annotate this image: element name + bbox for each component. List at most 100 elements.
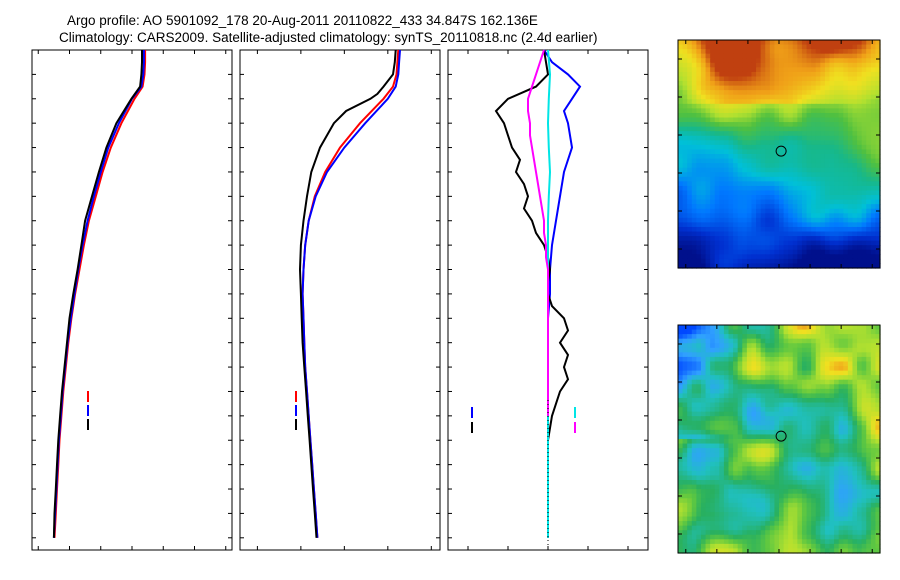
sst-heatmap-cells [678,40,881,269]
heatmap-cell [801,525,808,531]
heatmap-cell [824,85,831,91]
heatmap-cell [838,249,844,255]
heatmap-cell [857,99,863,105]
heatmap-cell [847,140,854,146]
heatmap-cell [737,144,743,151]
heatmap-cell [737,388,743,394]
heatmap-cell [769,539,776,545]
heatmap-cell [806,388,812,394]
heatmap-cell [742,334,748,340]
heatmap-cell [870,94,877,100]
heatmap-cell [700,49,707,55]
heatmap-cell [769,149,776,155]
heatmap-cell [857,81,863,87]
heatmap-cell [700,81,707,87]
heatmap-cell [820,466,826,472]
heatmap-cell [824,208,831,214]
heatmap-cell [847,199,854,205]
heatmap-cell [797,425,803,431]
heatmap-cell [678,263,684,269]
heatmap-cell [792,502,798,508]
heatmap-cell [861,126,867,132]
heatmap-cell [779,53,785,59]
heatmap-cell [742,325,748,331]
heatmap-cell [783,44,789,50]
heatmap-cell [756,172,762,178]
heatmap-cell [714,131,720,137]
heatmap-cell [756,99,762,105]
heatmap-cell [829,213,835,219]
heatmap-cell [797,543,803,550]
heatmap-cell [705,245,711,251]
heatmap-cell [705,53,711,59]
heatmap-cell [861,393,867,399]
heatmap-cell [765,199,771,205]
heatmap-cell [769,448,776,454]
heatmap-cell [820,81,826,87]
heatmap-cell [861,181,867,187]
heatmap-cell [691,240,697,246]
heatmap-cell [811,370,817,376]
heatmap-cell [756,53,762,59]
heatmap-cell [705,90,711,96]
heatmap-cell [760,144,766,151]
heatmap-cell [820,511,826,518]
heatmap-cell [866,213,872,219]
heatmap-cell [746,58,753,64]
heatmap-cell [751,393,757,399]
heatmap-cell [788,217,794,223]
heatmap-cell [875,548,881,554]
heatmap-cell [705,49,711,55]
heatmap-cell [857,44,863,50]
heatmap-cell [866,172,872,178]
heatmap-cell [857,112,863,119]
heatmap-cell [852,254,858,260]
heatmap-cell [719,49,725,55]
heatmap-cell [687,534,693,540]
heatmap-cell [700,58,707,64]
heatmap-cell [760,470,766,477]
heatmap-cell [834,534,840,540]
heatmap-cell [779,534,785,540]
heatmap-cell [687,370,693,376]
heatmap-cell [774,131,780,137]
heatmap-cell [811,516,817,522]
heatmap-cell [769,103,776,109]
heatmap-cell [756,461,762,467]
heatmap-cell [870,195,877,201]
heatmap-cell [769,534,776,540]
heatmap-cell [760,163,766,169]
heatmap-cell [843,470,849,477]
heatmap-cell [857,343,863,349]
heatmap-cell [737,484,743,490]
heatmap-cell [678,245,684,251]
heatmap-cell [792,525,798,531]
heatmap-cell [820,254,826,260]
heatmap-cell [769,466,776,472]
heatmap-cell [783,108,789,114]
heatmap-cell [769,195,776,201]
heatmap-cell [875,452,881,458]
heatmap-cell [751,44,757,50]
heatmap-cell [696,44,702,50]
heatmap-cell [834,329,840,335]
heatmap-cell [728,226,734,233]
heatmap-cell [756,71,762,78]
heatmap-cell [870,208,877,214]
heatmap-cell [815,484,821,490]
heatmap-cell [861,384,867,390]
heatmap-cell [733,176,739,182]
heatmap-cell [824,258,831,265]
heatmap-cell [765,71,771,78]
heatmap-cell [866,329,872,335]
heatmap-cell [870,502,877,508]
heatmap-cell [824,90,831,96]
heatmap-cell [783,461,789,467]
heatmap-cell [834,199,840,205]
heatmap-cell [852,416,858,422]
heatmap-cell [719,407,725,413]
heatmap-cell [687,379,693,385]
heatmap-cell [847,67,854,73]
heatmap-cell [765,539,771,545]
heatmap-cell [710,356,716,363]
